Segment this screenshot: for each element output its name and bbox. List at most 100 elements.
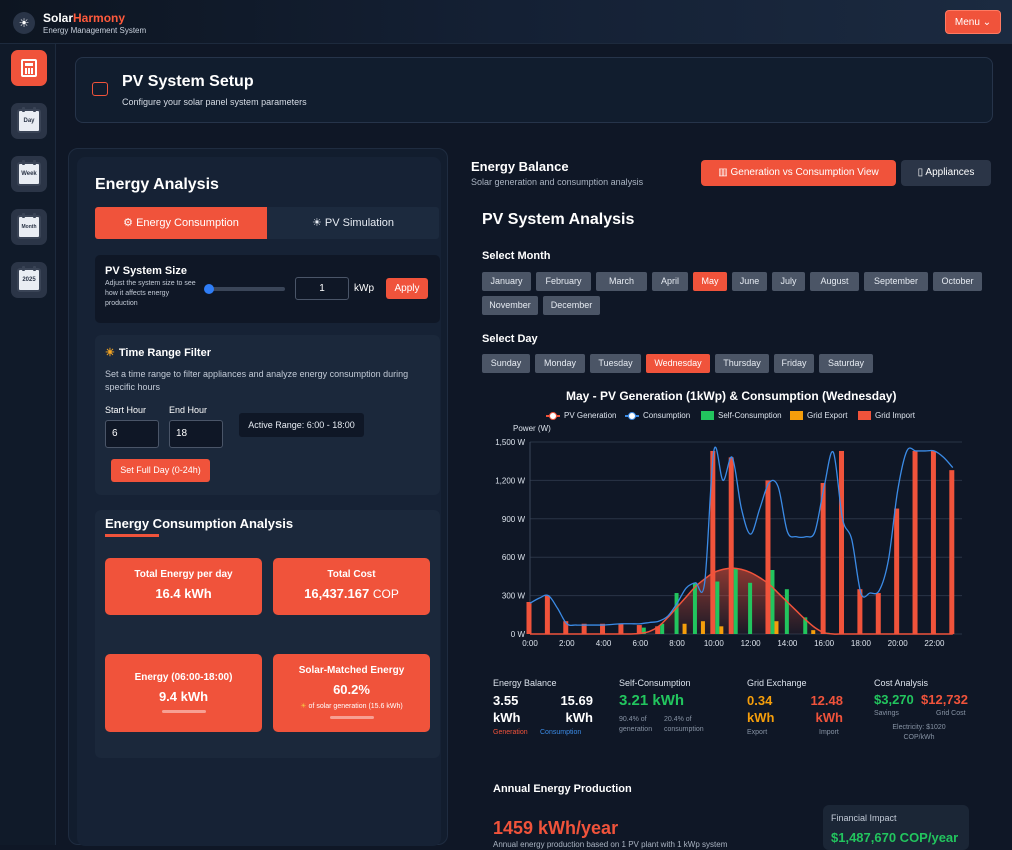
day-sunday[interactable]: Sunday	[482, 354, 530, 373]
grid-export-bar	[719, 626, 724, 634]
sidebar-item-year[interactable]: 2025	[11, 262, 47, 298]
x-tick-label: 2:00	[559, 639, 575, 648]
set-full-day-button[interactable]: Set Full Day (0-24h)	[111, 459, 210, 482]
apply-button[interactable]: Apply	[386, 278, 428, 299]
sidebar-item-month[interactable]: Month	[11, 209, 47, 245]
card-label: Total Energy per day	[134, 569, 233, 580]
generation-value: 3.55 kWh	[493, 693, 521, 725]
day-tuesday[interactable]: Tuesday	[590, 354, 641, 373]
month-october[interactable]: October	[933, 272, 982, 291]
calculator-icon	[21, 59, 37, 77]
y-tick-label: 600 W	[502, 553, 526, 562]
card-label: Energy (06:00-18:00)	[134, 672, 233, 683]
chip-icon: ⚙	[123, 217, 137, 229]
energy-balance-subtitle: Solar generation and consumption analysi…	[471, 177, 644, 187]
top-bar: ☀ SolarHarmony Energy Management System …	[0, 0, 1012, 44]
month-september[interactable]: September	[864, 272, 928, 291]
sidebar-item-calculator[interactable]	[11, 50, 47, 86]
y-axis-label: Power (W)	[513, 424, 551, 433]
note-text: of solar generation (15.6 kWh)	[308, 703, 403, 710]
card-divider	[161, 710, 206, 713]
month-november[interactable]: November	[482, 296, 538, 315]
month-june[interactable]: June	[732, 272, 767, 291]
month-february[interactable]: February	[536, 272, 591, 291]
pv-chart: Power (W) 0 W 300 W 600 W 900 W 1,200 W 1,500…	[495, 424, 962, 648]
legend-self-consumption[interactable]: Self-Consumption	[701, 411, 782, 420]
brand-name: SolarHarmony	[43, 11, 126, 25]
day-wednesday[interactable]: Wednesday	[646, 354, 710, 373]
grid-import-bar	[636, 625, 642, 634]
sun-icon: ☀	[105, 347, 115, 359]
generation-vs-consumption-button[interactable]: ▥ Generation vs Consumption View	[701, 160, 896, 186]
tab-energy-consumption[interactable]: ⚙ Energy Consumption	[95, 207, 267, 239]
self-consumption-value: 3.21 kWh	[619, 692, 685, 709]
day-monday[interactable]: Monday	[535, 354, 585, 373]
end-hour-input[interactable]: 18	[169, 420, 223, 448]
grid-import-bar	[765, 480, 771, 634]
grid-import-bar	[563, 621, 569, 634]
menu-button[interactable]: Menu ⌄	[945, 10, 1001, 34]
month-january[interactable]: January	[482, 272, 531, 291]
x-tick-label: 6:00	[633, 639, 649, 648]
generation-label: Generation	[493, 729, 528, 736]
savings-value: $3,270	[874, 692, 914, 707]
calendar-icon: 2025	[17, 266, 41, 292]
time-range-title-text: Time Range Filter	[118, 347, 211, 359]
self-consumption-bar	[803, 617, 808, 634]
month-december[interactable]: December	[543, 296, 600, 315]
day-saturday[interactable]: Saturday	[819, 354, 873, 373]
grid-import-bar	[544, 595, 550, 634]
sidebar-item-week[interactable]: Week	[11, 156, 47, 192]
month-may[interactable]: May	[693, 272, 727, 291]
calendar-icon: Month	[17, 213, 41, 239]
grid-export-bar	[811, 630, 816, 634]
self-of-consumption: 20.4% of consumption	[664, 716, 704, 733]
tab-label: Energy Consumption	[136, 217, 239, 229]
tab-pv-simulation[interactable]: ☀ PV Simulation	[267, 207, 439, 239]
active-range-badge: Active Range: 6:00 - 18:00	[239, 413, 364, 437]
legend-label: PV Generation	[564, 411, 617, 420]
financial-impact-card: Financial Impact $1,487,670 COP/year	[823, 805, 969, 850]
day-friday[interactable]: Friday	[774, 354, 814, 373]
x-tick-label: 22:00	[924, 639, 945, 648]
legend-grid-import[interactable]: Grid Import	[858, 411, 915, 420]
month-march[interactable]: March	[596, 272, 647, 291]
pv-size-description: Adjust the system size to see how it aff…	[105, 280, 196, 307]
month-august[interactable]: August	[810, 272, 859, 291]
time-range-title: ☀ Time Range Filter	[105, 346, 211, 359]
start-hour-input[interactable]: 6	[105, 420, 159, 448]
grid-exchange-label: Grid Exchange	[747, 678, 807, 688]
legend-label: Consumption	[643, 411, 691, 420]
slider-handle[interactable]	[204, 284, 214, 294]
month-july[interactable]: July	[772, 272, 805, 291]
cost-analysis-label: Cost Analysis	[874, 678, 929, 688]
y-tick-label: 1,500 W	[495, 438, 525, 447]
total-cost-card: Total Cost 16,437.167 COP	[273, 558, 430, 615]
legend-consumption[interactable]: Consumption	[625, 411, 690, 420]
legend-pv-generation[interactable]: PV Generation	[546, 411, 616, 420]
grid-import-bar	[655, 626, 661, 634]
x-tick-label: 12:00	[741, 639, 762, 648]
select-month-label: Select Month	[482, 250, 551, 262]
legend-label: Grid Export	[807, 411, 848, 420]
card-value: 60.2%	[333, 682, 370, 697]
x-tick-label: 20:00	[888, 639, 909, 648]
x-tick-label: 14:00	[777, 639, 798, 648]
page-title: PV System Setup	[122, 73, 254, 90]
self-consumption-bar	[692, 582, 697, 634]
cost-unit: COP	[372, 587, 399, 601]
export-label: Export	[747, 729, 768, 736]
annual-production-value: 1459 kWh/year	[493, 818, 619, 838]
appliances-button[interactable]: ▯ Appliances	[901, 160, 991, 186]
grid-import-bar	[912, 450, 918, 634]
grid-import-bar	[820, 482, 826, 634]
sidebar-item-day[interactable]: Day	[11, 103, 47, 139]
day-thursday[interactable]: Thursday	[715, 354, 769, 373]
legend-grid-export[interactable]: Grid Export	[790, 411, 847, 420]
month-april[interactable]: April	[652, 272, 688, 291]
pv-size-input[interactable]: 1	[295, 277, 349, 300]
pv-size-slider[interactable]	[204, 284, 285, 294]
grid-export-value: 0.34 kWh	[747, 693, 775, 725]
time-range-description: Set a time range to filter appliances an…	[105, 369, 409, 392]
savings-label: Savings	[874, 710, 899, 717]
